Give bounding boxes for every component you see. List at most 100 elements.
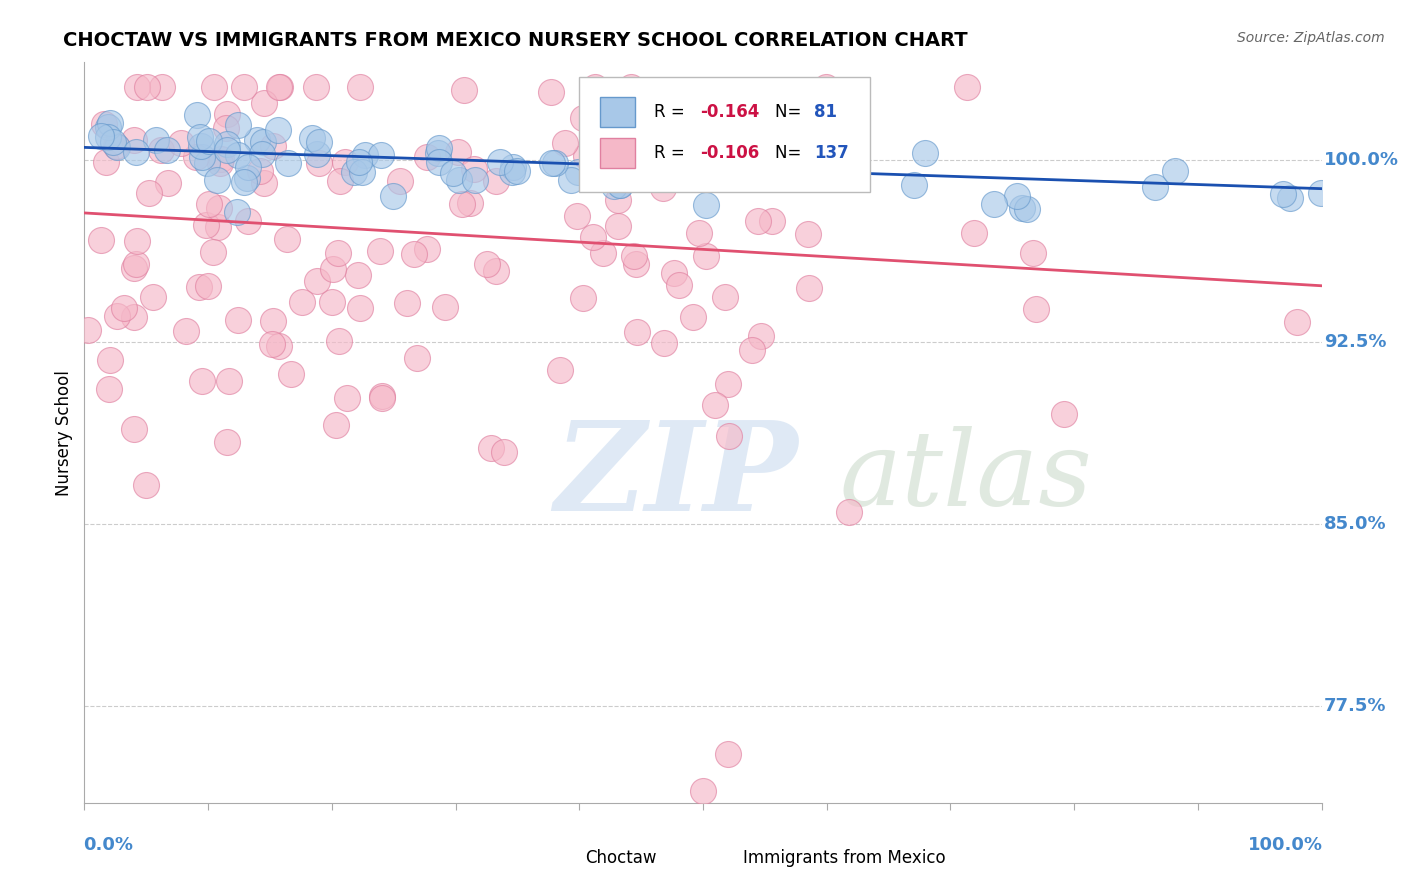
Point — [688, 226, 710, 240]
Point — [368, 244, 391, 258]
Point — [187, 280, 209, 294]
Point — [571, 291, 593, 305]
Point — [963, 226, 986, 240]
Point — [253, 95, 276, 110]
Point — [291, 294, 314, 309]
Point — [307, 147, 329, 161]
Point — [704, 398, 727, 412]
Point — [124, 422, 146, 436]
Point — [682, 310, 704, 325]
Point — [328, 334, 350, 348]
Point — [201, 244, 224, 259]
Point — [1053, 407, 1076, 421]
Point — [429, 141, 451, 155]
Point — [717, 377, 740, 392]
Point — [349, 301, 371, 315]
Point — [560, 173, 582, 187]
Point — [692, 783, 714, 797]
Point — [1272, 186, 1295, 201]
Point — [494, 445, 516, 459]
Point — [198, 134, 221, 148]
Point — [450, 196, 472, 211]
Point — [825, 164, 848, 178]
Point — [217, 136, 239, 151]
Point — [198, 197, 221, 211]
Text: ZIP: ZIP — [554, 417, 799, 538]
Point — [714, 290, 737, 304]
Point — [652, 335, 675, 350]
Point — [415, 150, 437, 164]
Point — [269, 339, 291, 353]
Point — [479, 441, 502, 455]
Text: 85.0%: 85.0% — [1324, 515, 1386, 533]
Text: Immigrants from Mexico: Immigrants from Mexico — [742, 849, 945, 867]
Point — [540, 85, 562, 99]
Point — [464, 173, 486, 187]
Point — [96, 129, 118, 144]
Point — [101, 135, 124, 149]
Point — [304, 79, 326, 94]
Point — [751, 108, 773, 122]
Text: N=: N= — [775, 144, 807, 161]
Point — [276, 232, 298, 246]
Point — [485, 174, 508, 188]
Point — [463, 161, 485, 176]
Point — [236, 171, 259, 186]
Point — [592, 245, 614, 260]
Text: 77.5%: 77.5% — [1324, 697, 1386, 714]
Point — [218, 374, 240, 388]
Point — [652, 181, 675, 195]
Point — [427, 155, 450, 169]
Point — [785, 151, 807, 165]
Point — [207, 219, 229, 234]
Point — [453, 83, 475, 97]
Point — [370, 147, 392, 161]
Point — [125, 258, 148, 272]
Point — [262, 139, 284, 153]
Point — [228, 148, 250, 162]
Point — [343, 165, 366, 179]
Point — [98, 116, 121, 130]
Point — [114, 301, 136, 316]
Bar — [600, 138, 636, 168]
Point — [215, 120, 238, 135]
Point — [1310, 186, 1333, 200]
Point — [433, 300, 456, 314]
Point — [567, 209, 589, 223]
Point — [758, 160, 780, 174]
Point — [335, 391, 357, 405]
Point — [441, 166, 464, 180]
Point — [157, 176, 180, 190]
Point — [554, 136, 576, 150]
Point — [236, 160, 259, 174]
Point — [208, 201, 231, 215]
Point — [105, 309, 128, 323]
Point — [217, 106, 239, 120]
Bar — [543, 848, 576, 871]
Text: -0.106: -0.106 — [700, 144, 759, 161]
Point — [267, 123, 290, 137]
Point — [717, 429, 740, 443]
Point — [1007, 188, 1029, 202]
Point — [125, 145, 148, 159]
Point — [606, 219, 628, 234]
Text: N=: N= — [775, 103, 807, 121]
Point — [541, 156, 564, 170]
Point — [142, 290, 165, 304]
Point — [623, 249, 645, 263]
Point — [583, 79, 606, 94]
Point — [415, 242, 437, 256]
Point — [269, 79, 291, 94]
Point — [105, 139, 128, 153]
Point — [609, 178, 631, 192]
Point — [301, 131, 323, 145]
Point — [329, 174, 352, 188]
Point — [1164, 163, 1187, 178]
Text: 92.5%: 92.5% — [1324, 333, 1386, 351]
Point — [138, 186, 160, 201]
Point — [717, 747, 740, 762]
Point — [215, 143, 238, 157]
Point — [797, 227, 820, 241]
Point — [322, 262, 344, 277]
Point — [277, 155, 299, 169]
